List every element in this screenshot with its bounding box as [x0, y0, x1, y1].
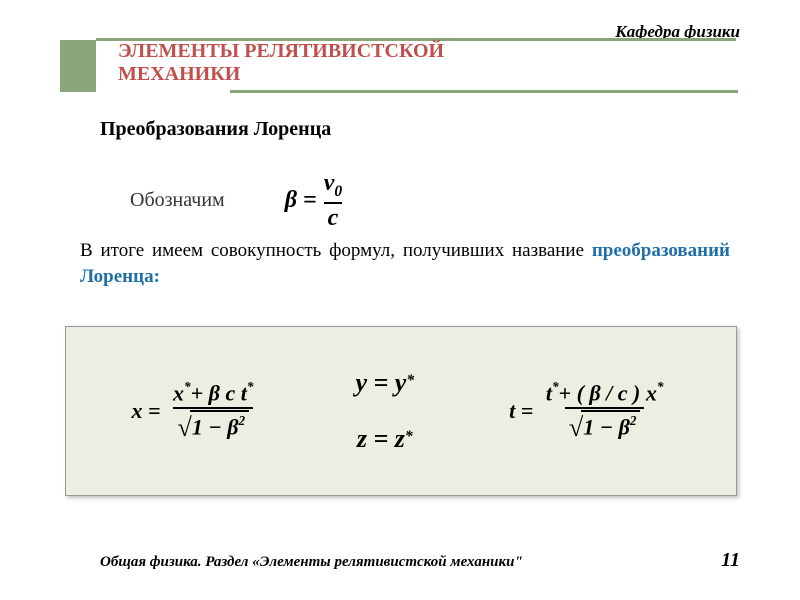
- z-lhs: z = z: [357, 424, 405, 454]
- beta-fraction: v0 c: [320, 170, 346, 232]
- formula-t: t = t*+ ( β / c ) x* √1 − β2: [509, 380, 670, 442]
- denote-label: Обозначим: [130, 189, 225, 212]
- x-fraction: x*+ β c t* √1 − β2: [169, 380, 257, 442]
- beta-denominator: c: [324, 202, 343, 232]
- t-lhs: t =: [509, 398, 533, 424]
- t-sqrt: √1 − β2: [569, 410, 641, 440]
- header-line-bottom: [230, 90, 738, 93]
- x-sqrt-body: 1 − β2: [190, 410, 249, 440]
- v-symbol: v: [324, 170, 335, 196]
- page-number: 11: [721, 549, 740, 572]
- xn3: *: [247, 379, 254, 394]
- xn2: + β c t: [191, 380, 247, 405]
- formula-z: z = z*: [357, 424, 413, 454]
- t-numerator: t*+ ( β / c ) x*: [542, 380, 668, 407]
- y-star: *: [406, 372, 414, 390]
- t-fraction: t*+ ( β / c ) x* √1 − β2: [542, 380, 668, 442]
- formula-yz-column: y = y* z = z*: [355, 368, 414, 454]
- t-sqrt-body: 1 − β2: [581, 410, 640, 440]
- beta-lhs: β =: [285, 187, 317, 214]
- page-title: ЭЛЕМЕНТЫ РЕЛЯТИВИСТСКОЙ МЕХАНИКИ: [118, 40, 538, 86]
- t-denominator: √1 − β2: [565, 407, 645, 442]
- summary-text: В итоге имеем совокупность формул, получ…: [80, 238, 730, 289]
- y-lhs: y = y: [355, 368, 406, 398]
- x-lhs: x =: [132, 398, 161, 424]
- x-sqrt: √1 − β2: [177, 410, 249, 440]
- x-denominator: √1 − β2: [173, 407, 253, 442]
- beta-formula: β = v0 c: [285, 170, 349, 232]
- footer-text: Общая физика. Раздел «Элементы релятивис…: [100, 554, 523, 571]
- td1: 2: [630, 413, 637, 428]
- z-star: *: [405, 428, 413, 446]
- xn1: *: [184, 379, 191, 394]
- tn1: *: [552, 379, 559, 394]
- tn2: + ( β / c ) x: [559, 380, 657, 405]
- header-accent-box: [60, 40, 96, 92]
- beta-numerator: v0: [320, 170, 346, 202]
- formula-y: y = y*: [355, 368, 414, 398]
- formula-x: x = x*+ β c t* √1 − β2: [132, 380, 261, 442]
- x-numerator: x*+ β c t*: [169, 380, 257, 407]
- xd1: 2: [238, 413, 245, 428]
- footer: Общая физика. Раздел «Элементы релятивис…: [100, 549, 740, 572]
- xn0: x: [173, 380, 184, 405]
- xd0: 1 − β: [192, 415, 239, 440]
- tn3: *: [657, 379, 664, 394]
- v-subscript: 0: [334, 183, 342, 200]
- lorentz-formula-box: x = x*+ β c t* √1 − β2 y = y* z = z* t =…: [65, 326, 737, 496]
- td0: 1 − β: [583, 415, 630, 440]
- subtitle: Преобразования Лоренца: [100, 118, 331, 141]
- summary-plain: В итоге имеем совокупность формул, получ…: [80, 240, 592, 261]
- beta-definition-row: Обозначим β = v0 c: [130, 170, 349, 232]
